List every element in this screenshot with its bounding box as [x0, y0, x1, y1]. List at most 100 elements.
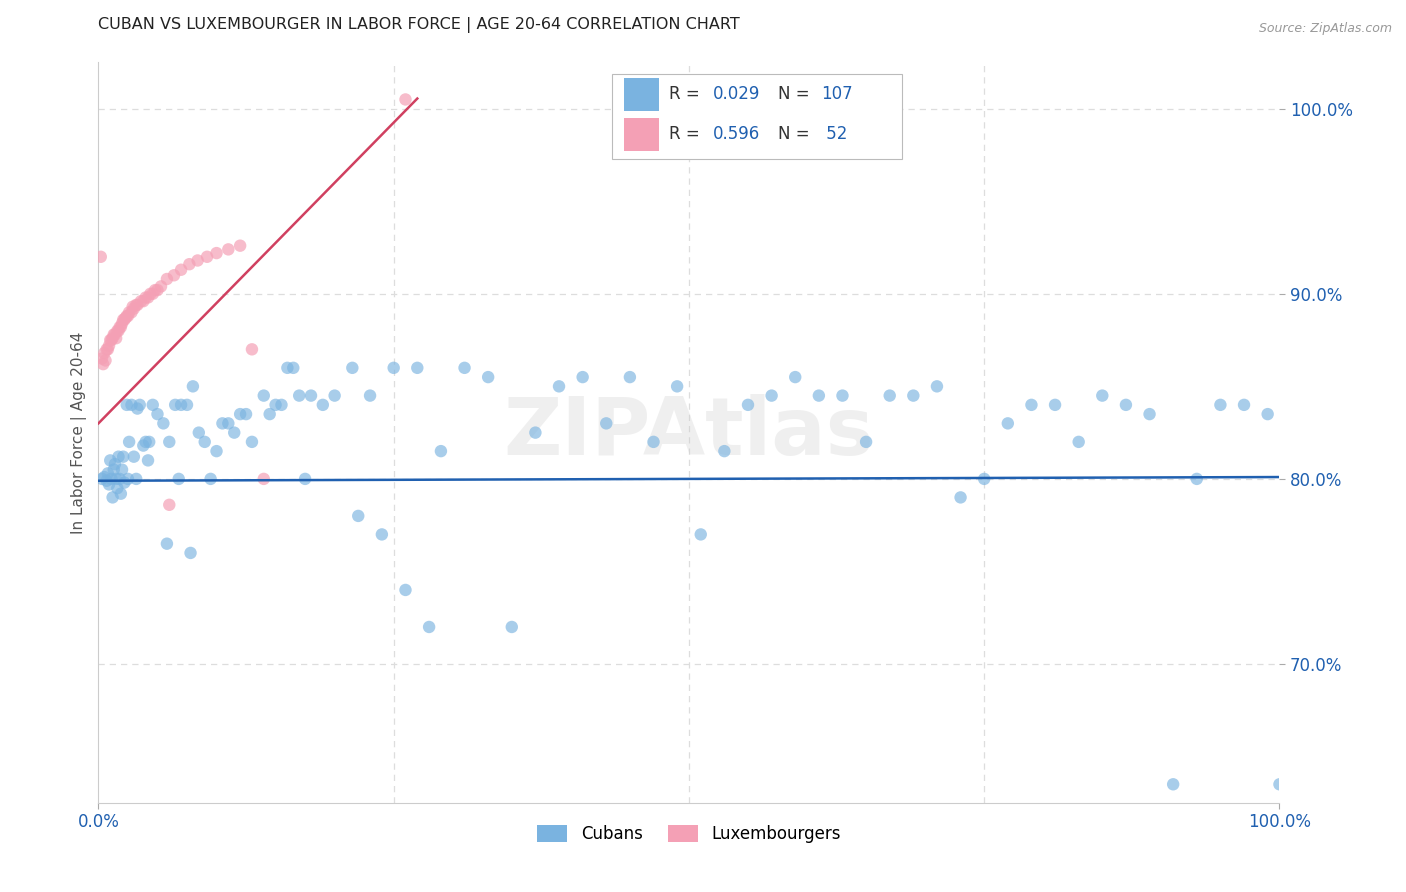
- Point: [91, 357, 114, 371]
- Text: 107: 107: [821, 86, 853, 103]
- Text: CUBAN VS LUXEMBOURGER IN LABOR FORCE | AGE 20-64 CORRELATION CHART: CUBAN VS LUXEMBOURGER IN LABOR FORCE | A…: [98, 17, 740, 33]
- Point: [105, 481, 128, 495]
- Point: [139, 286, 162, 301]
- Point: [91, 472, 114, 486]
- Point: [112, 475, 135, 490]
- Point: [122, 450, 145, 464]
- Point: [132, 294, 155, 309]
- Point: [108, 320, 131, 334]
- Point: [142, 398, 165, 412]
- Point: [253, 472, 276, 486]
- Point: [785, 370, 807, 384]
- Point: [1067, 434, 1090, 449]
- Point: [211, 417, 233, 431]
- Point: [925, 379, 948, 393]
- Point: [406, 360, 429, 375]
- Point: [135, 434, 157, 449]
- Point: [152, 417, 174, 431]
- Point: [453, 360, 475, 375]
- Point: [112, 312, 135, 326]
- Point: [299, 389, 322, 403]
- Point: [112, 450, 135, 464]
- Point: [125, 298, 148, 312]
- Point: [94, 353, 117, 368]
- Point: [264, 398, 287, 412]
- Point: [619, 370, 641, 384]
- Point: [115, 309, 138, 323]
- Point: [146, 407, 169, 421]
- Point: [394, 93, 416, 107]
- Point: [949, 491, 972, 505]
- Text: Source: ZipAtlas.com: Source: ZipAtlas.com: [1258, 22, 1392, 36]
- Point: [93, 470, 115, 484]
- Point: [1115, 398, 1137, 412]
- Point: [101, 331, 124, 345]
- Point: [195, 250, 218, 264]
- Point: [200, 472, 222, 486]
- FancyBboxPatch shape: [624, 78, 659, 111]
- Point: [125, 472, 148, 486]
- Point: [129, 294, 152, 309]
- Point: [165, 398, 187, 412]
- Text: N =: N =: [778, 86, 814, 103]
- Point: [229, 238, 252, 252]
- Text: 0.596: 0.596: [713, 125, 759, 144]
- Point: [1043, 398, 1066, 412]
- Point: [1233, 398, 1256, 412]
- Point: [107, 450, 129, 464]
- Point: [288, 389, 311, 403]
- Point: [205, 444, 228, 458]
- Point: [831, 389, 853, 403]
- Point: [105, 331, 128, 345]
- Point: [127, 298, 149, 312]
- Point: [96, 474, 118, 488]
- Point: [136, 291, 159, 305]
- Point: [1268, 777, 1291, 791]
- FancyBboxPatch shape: [624, 118, 659, 151]
- Point: [117, 472, 139, 486]
- Point: [294, 472, 316, 486]
- Point: [1257, 407, 1279, 421]
- Point: [240, 434, 263, 449]
- Text: 52: 52: [821, 125, 848, 144]
- Point: [1161, 777, 1184, 791]
- Point: [90, 250, 112, 264]
- Point: [121, 305, 143, 319]
- Point: [194, 434, 217, 449]
- Point: [342, 360, 364, 375]
- Point: [217, 417, 239, 431]
- Point: [167, 472, 190, 486]
- Point: [142, 286, 165, 301]
- Point: [666, 379, 689, 393]
- Point: [394, 582, 416, 597]
- Point: [713, 444, 735, 458]
- Point: [115, 398, 138, 412]
- Point: [807, 389, 830, 403]
- Point: [501, 620, 523, 634]
- Point: [110, 320, 132, 334]
- Point: [132, 439, 155, 453]
- Point: [121, 398, 143, 412]
- Point: [176, 398, 198, 412]
- Point: [1185, 472, 1208, 486]
- Point: [122, 301, 145, 316]
- Point: [1209, 398, 1232, 412]
- Point: [110, 486, 132, 500]
- Point: [150, 279, 173, 293]
- Point: [96, 343, 118, 357]
- Point: [91, 351, 114, 366]
- Point: [100, 333, 122, 347]
- Point: [104, 327, 127, 342]
- Point: [879, 389, 901, 403]
- Point: [382, 360, 405, 375]
- Point: [217, 243, 239, 257]
- Point: [112, 312, 135, 326]
- Point: [163, 268, 186, 283]
- Point: [138, 434, 160, 449]
- Point: [157, 434, 180, 449]
- Point: [128, 398, 150, 412]
- Point: [571, 370, 593, 384]
- Legend: Cubans, Luxembourgers: Cubans, Luxembourgers: [530, 819, 848, 850]
- Point: [118, 434, 141, 449]
- FancyBboxPatch shape: [612, 73, 901, 159]
